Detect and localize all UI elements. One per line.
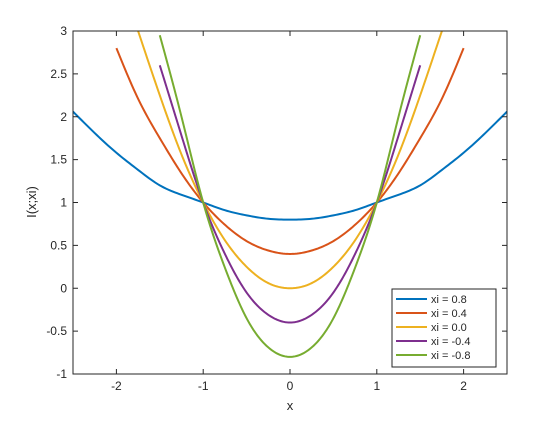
y-tick-label: 0 <box>60 281 67 295</box>
y-tick-label: 2.5 <box>50 67 67 81</box>
x-tick-label: -1 <box>198 379 209 393</box>
x-tick-label: 0 <box>287 379 294 393</box>
y-tick-label: 0.5 <box>50 238 67 252</box>
y-tick-label: 1.5 <box>50 153 67 167</box>
x-tick-label: -2 <box>111 379 122 393</box>
series-line-3 <box>137 31 443 290</box>
legend: xi = 0.8 xi = 0.4 xi = 0.0 xi = -0.4 xi = -0… <box>391 288 497 368</box>
plot-border <box>72 30 508 375</box>
series-layer <box>73 31 507 358</box>
y-tick-label: 1 <box>60 196 67 210</box>
x-tick-label: 2 <box>460 379 467 393</box>
ticks-layer: -2 -1 0 1 2 -1 -0.5 0 0.5 1 1.5 2 2.5 3 <box>46 24 507 393</box>
y-tick-label: 3 <box>60 24 67 38</box>
series-line-1 <box>73 110 507 221</box>
series-line-5 <box>158 35 422 358</box>
y-tick-label: -0.5 <box>46 324 67 338</box>
legend-label: xi = -0.4 <box>431 336 470 348</box>
legend-label: xi = -0.8 <box>431 350 470 362</box>
y-tick-label: -1 <box>56 367 67 381</box>
series-line-2 <box>115 47 465 255</box>
legend-label: xi = 0.0 <box>431 322 467 334</box>
legend-label: xi = 0.8 <box>431 294 467 306</box>
legend-label: xi = 0.4 <box>431 308 467 320</box>
y-tick-label: 2 <box>60 110 67 124</box>
x-tick-label: 1 <box>373 379 380 393</box>
y-axis-label: I(x;xi) <box>24 186 39 218</box>
x-axis-label: x <box>287 398 294 413</box>
